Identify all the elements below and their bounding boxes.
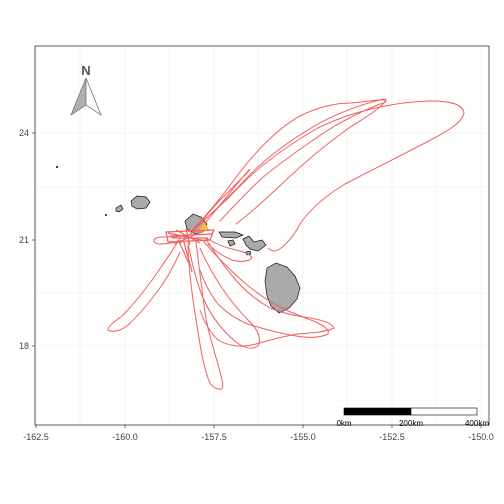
x-tick-label: -152.5 [379,432,405,442]
y-axis-labels: 24 21 18 [19,128,29,351]
deployment-site-marker [198,221,210,231]
x-axis-ticks [35,425,482,428]
scale-label-400: 400km [465,419,489,428]
island-kauai [130,195,151,210]
y-axis-ticks [32,132,35,347]
x-tick-label: -155.0 [290,432,316,442]
track-cluster [165,228,215,273]
map-panel [35,46,489,425]
island-lanai [227,239,236,247]
island-kaula [104,213,108,217]
island-hawaii [264,262,301,314]
track-south-central [187,241,224,390]
scale-bar-first-segment [343,407,412,416]
scale-bar: 0km 200km 400km [336,407,489,428]
track-southwest [107,237,181,332]
y-tick-label: 24 [19,128,29,138]
track-se-long [199,241,329,338]
track-south-east [199,238,335,347]
island-maui [242,235,267,252]
x-tick-label: -157.5 [201,432,227,442]
island-niihau [115,204,124,213]
island-molokai [218,231,244,239]
animal-tracks [107,98,465,390]
grid [35,46,489,425]
island-nihoa [55,165,59,169]
track-far-east-loop [189,100,465,252]
panel-border [34,45,490,426]
track-west [153,235,185,245]
y-tick-label: 21 [19,235,29,245]
track-northeast-b [191,99,387,231]
north-arrow-label: N [81,63,90,78]
north-arrow-right-half [85,77,102,117]
scale-label-0: 0km [336,419,351,428]
x-tick-label: -150.0 [468,432,494,442]
scale-label-200: 200km [399,419,423,428]
track-east-short [205,237,253,262]
x-tick-label: -162.5 [23,432,49,442]
x-tick-label: -160.0 [112,432,138,442]
north-arrow: N [70,63,102,117]
x-axis-labels: -162.5 -160.0 -157.5 -155.0 -152.5 -150.… [23,432,494,442]
track-north-spur [197,168,251,229]
track-mid-south [187,243,261,349]
y-tick-label: 18 [19,341,29,351]
scale-bar-second-segment [410,407,478,416]
